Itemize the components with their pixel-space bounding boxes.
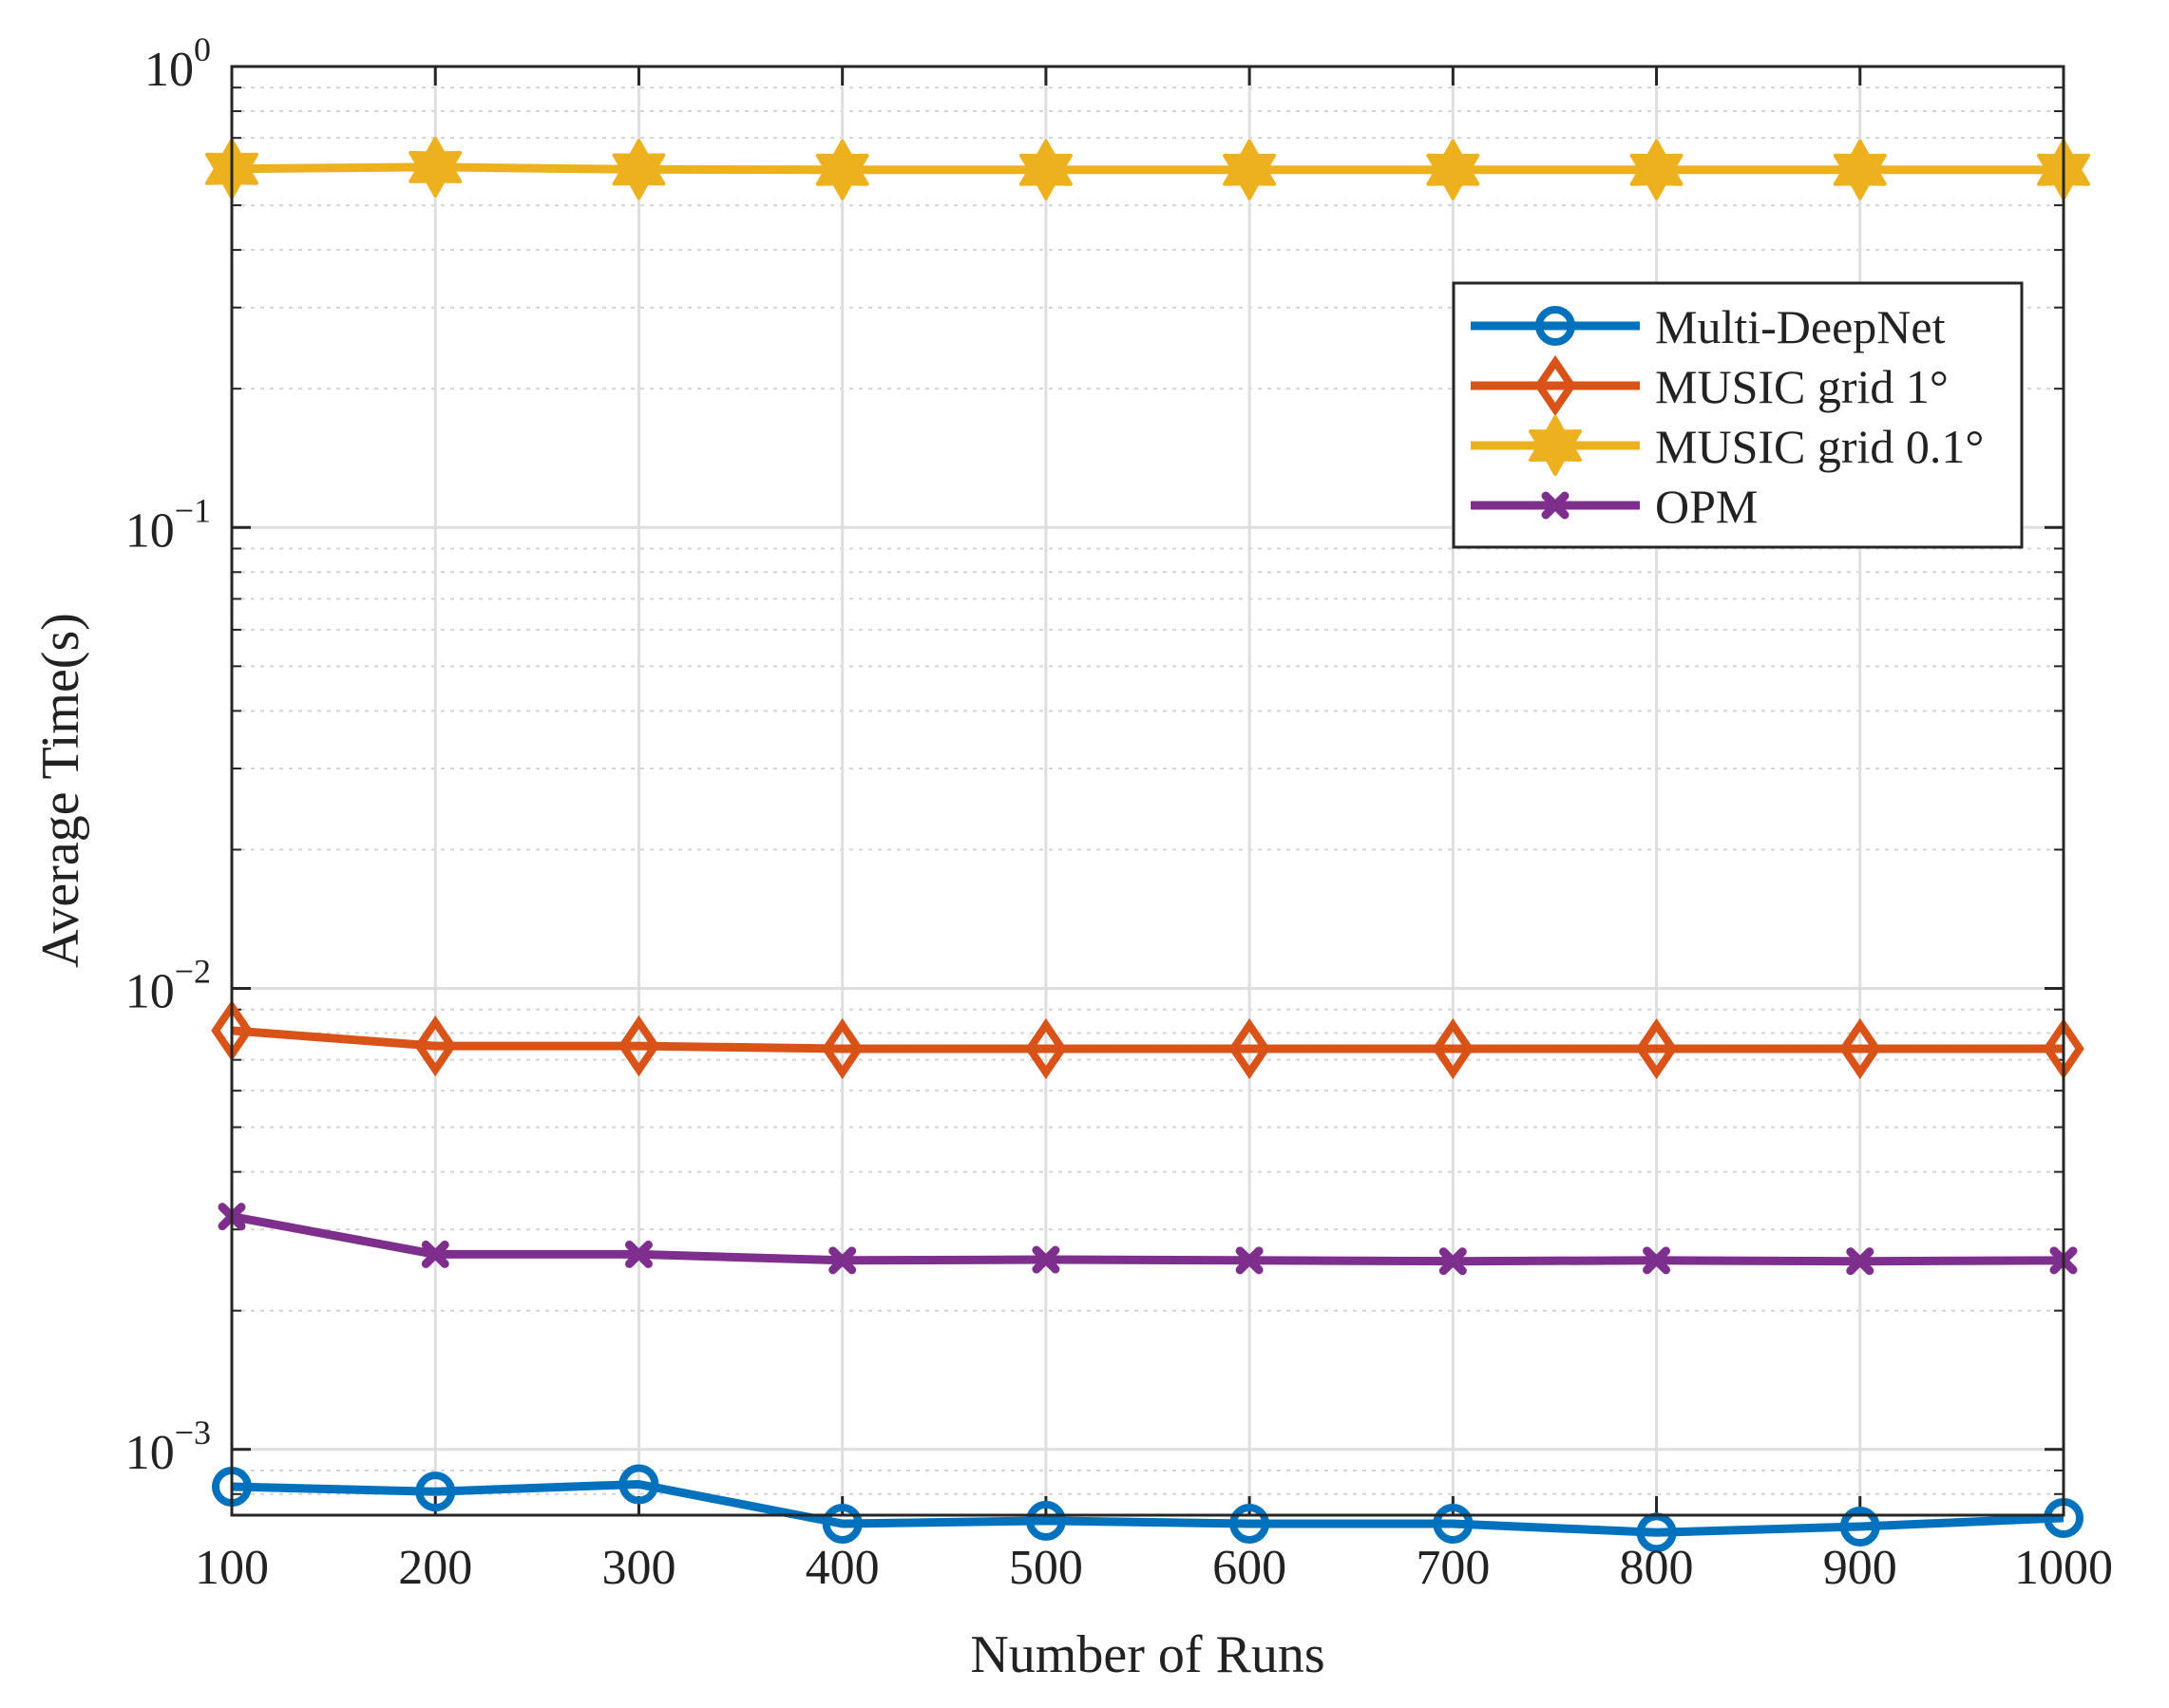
data-point [612, 139, 666, 200]
data-point [1529, 415, 1582, 476]
data-point [1223, 139, 1277, 200]
x-tick-label: 500 [1009, 1541, 1083, 1595]
series-line [231, 1212, 2064, 1266]
data-point [618, 1015, 660, 1077]
data-point [1846, 1247, 1874, 1276]
data-point [1438, 1247, 1467, 1276]
x-tick-label: 800 [1620, 1541, 1694, 1595]
data-point [828, 1246, 857, 1275]
legend: Multi-DeepNet MUSIC grid 1° MUSIC grid 0.1… [1452, 281, 2024, 549]
x-tick-label: 200 [398, 1541, 472, 1595]
legend-item: MUSIC grid 1° [1471, 354, 1949, 417]
y-tick-base: 10 [125, 503, 175, 558]
data-point [1235, 1246, 1264, 1275]
data-point [421, 1240, 449, 1268]
legend-item: Multi-DeepNet [1471, 300, 1946, 353]
legend-label: Multi-DeepNet [1655, 300, 1946, 353]
x-axis-label: Number of Runs [970, 1625, 1324, 1684]
series-line [231, 162, 2064, 175]
data-point [1025, 1500, 1066, 1541]
x-tick-label: 100 [195, 1541, 269, 1595]
legend-item: OPM [1471, 480, 1758, 533]
data-point [1426, 139, 1480, 200]
data-point [1833, 139, 1887, 200]
data-point [815, 139, 869, 200]
data-point [1839, 1507, 1880, 1547]
data-point [409, 136, 463, 198]
y-tick-exponent: −2 [175, 953, 211, 991]
data-point [1432, 1017, 1475, 1080]
data-point [1229, 1503, 1270, 1544]
data-point [1629, 139, 1684, 200]
y-tick-exponent: −1 [175, 491, 211, 529]
x-tick-labels: 100 200 300 400 500 600 700 800 900 1000 [195, 1541, 2113, 1595]
data-point [1635, 1017, 1678, 1080]
y-tick-exponent: 0 [194, 30, 211, 68]
grid-lines [230, 65, 2065, 1515]
series-line [231, 1480, 2064, 1537]
data-point [1228, 1017, 1270, 1080]
data-point [822, 1503, 863, 1544]
data-point [415, 1471, 456, 1512]
data-point [1535, 306, 1575, 346]
data-point [1643, 1246, 1671, 1275]
data-point [414, 1015, 457, 1077]
data-point [618, 1464, 659, 1505]
data-point [1838, 1017, 1881, 1080]
data-point [1534, 354, 1576, 417]
axis-ticks [230, 65, 2065, 1515]
legend-label: MUSIC grid 0.1° [1655, 420, 1984, 473]
legend-label: OPM [1655, 480, 1758, 533]
y-tick-label: 100 [144, 30, 211, 97]
y-tick-base: 10 [125, 1426, 175, 1480]
y-tick-base: 10 [125, 965, 175, 1019]
x-tick-label: 400 [806, 1541, 880, 1595]
legend-label: MUSIC grid 1° [1655, 360, 1949, 413]
data-point [821, 1017, 864, 1080]
data-point [1541, 491, 1570, 520]
y-tick-label: 10−3 [125, 1414, 211, 1480]
series-line [231, 1026, 2064, 1053]
data-point [1025, 1017, 1067, 1080]
data-point [1433, 1503, 1474, 1544]
y-tick-exponent: −3 [175, 1414, 211, 1452]
y-tick-label: 10−2 [125, 953, 211, 1019]
y-tick-base: 10 [144, 43, 194, 97]
x-tick-label: 1000 [2014, 1541, 2113, 1595]
data-point [1032, 1245, 1060, 1274]
plot-frame [230, 65, 2065, 1517]
legend-item: MUSIC grid 0.1° [1471, 415, 1984, 476]
y-axis-label: Average Time(s) [31, 613, 90, 968]
data-point [624, 1240, 653, 1268]
y-tick-label: 10−1 [125, 491, 211, 558]
x-tick-label: 900 [1823, 1541, 1897, 1595]
data-point [1018, 139, 1073, 200]
x-tick-label: 600 [1212, 1541, 1286, 1595]
x-tick-label: 300 [601, 1541, 675, 1595]
x-tick-label: 700 [1416, 1541, 1490, 1595]
